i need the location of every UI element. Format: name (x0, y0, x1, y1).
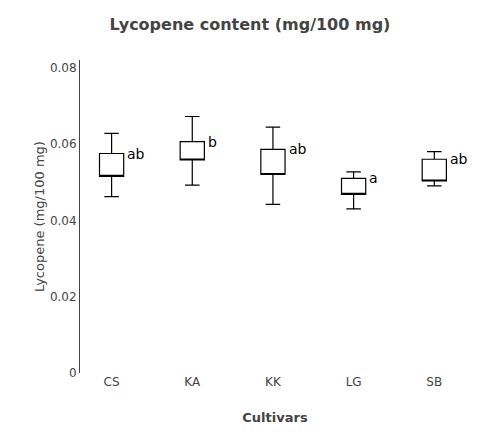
svg-text:0: 0 (69, 366, 77, 380)
svg-text:Lycopene content (mg/100 mg): Lycopene content (mg/100 mg) (110, 15, 391, 34)
svg-text:b: b (208, 134, 217, 150)
svg-text:ab: ab (450, 151, 468, 167)
svg-text:0.02: 0.02 (50, 290, 77, 304)
svg-text:ab: ab (289, 141, 307, 157)
svg-text:0.08: 0.08 (50, 61, 77, 75)
svg-text:KA: KA (184, 375, 201, 389)
svg-text:CS: CS (104, 375, 120, 389)
svg-text:Lycopene (mg/100 mg): Lycopene (mg/100 mg) (32, 141, 47, 292)
svg-text:0.04: 0.04 (50, 214, 77, 228)
svg-text:KK: KK (265, 375, 282, 389)
svg-text:LG: LG (346, 375, 362, 389)
svg-text:a: a (369, 170, 378, 186)
svg-text:Cultivars: Cultivars (242, 410, 308, 425)
svg-text:SB: SB (426, 375, 442, 389)
svg-text:ab: ab (127, 146, 145, 162)
svg-text:0.06: 0.06 (50, 137, 77, 151)
